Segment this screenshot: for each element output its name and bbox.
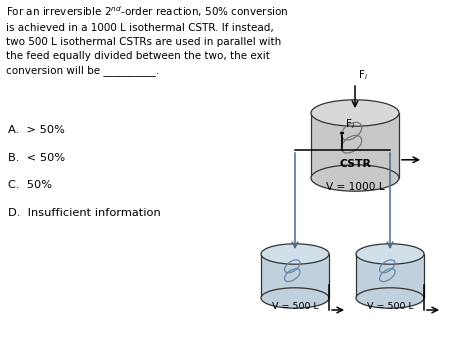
Text: V = 500 L: V = 500 L: [366, 302, 413, 311]
Text: For an irreversible 2$^{nd}$-order reaction, 50% conversion
is achieved in a 100: For an irreversible 2$^{nd}$-order react…: [6, 4, 289, 76]
Ellipse shape: [261, 244, 329, 264]
Bar: [356, 254, 424, 298]
Bar: [311, 113, 399, 178]
Text: B.  < 50%: B. < 50%: [8, 153, 65, 163]
Text: F$_i$: F$_i$: [358, 68, 368, 82]
Ellipse shape: [356, 244, 424, 264]
Text: CSTR: CSTR: [339, 159, 371, 169]
Text: D.  Insufficient information: D. Insufficient information: [8, 208, 161, 218]
Text: A.  > 50%: A. > 50%: [8, 125, 65, 135]
Ellipse shape: [311, 165, 399, 191]
Text: F$_i$: F$_i$: [345, 117, 355, 131]
Ellipse shape: [356, 288, 424, 308]
Ellipse shape: [311, 100, 399, 126]
Ellipse shape: [261, 288, 329, 308]
Bar: [261, 254, 329, 298]
Text: V = 1000 L: V = 1000 L: [326, 182, 384, 192]
Text: C.  50%: C. 50%: [8, 180, 52, 190]
Text: V = 500 L: V = 500 L: [272, 302, 319, 311]
